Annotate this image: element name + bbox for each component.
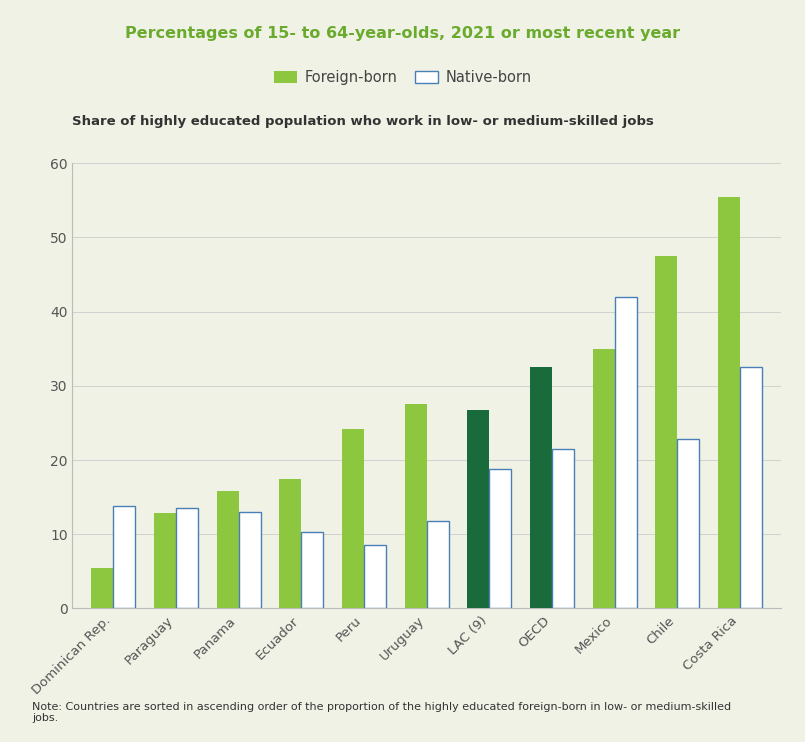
Bar — [238, 512, 261, 608]
Bar — [655, 256, 678, 608]
Bar — [154, 513, 175, 608]
Bar — [364, 545, 386, 608]
Text: Percentages of 15- to 64-year-olds, 2021 or most recent year: Percentages of 15- to 64-year-olds, 2021… — [125, 26, 680, 41]
Bar — [405, 404, 427, 608]
Bar — [592, 349, 615, 608]
Bar — [91, 568, 114, 608]
Bar — [427, 521, 448, 608]
Bar — [468, 410, 489, 608]
Bar — [175, 508, 198, 608]
Bar — [342, 429, 364, 608]
Bar — [489, 469, 511, 608]
Bar — [678, 439, 700, 608]
Bar — [718, 197, 740, 608]
Bar — [217, 491, 238, 608]
Bar — [279, 479, 301, 608]
Text: Note: Countries are sorted in ascending order of the proportion of the highly ed: Note: Countries are sorted in ascending … — [32, 702, 731, 723]
Bar — [114, 506, 135, 608]
Legend: Foreign-born, Native-born: Foreign-born, Native-born — [274, 70, 531, 85]
Bar — [530, 367, 552, 608]
Bar — [615, 297, 637, 608]
Text: Share of highly educated population who work in low- or medium-skilled jobs: Share of highly educated population who … — [72, 115, 654, 128]
Bar — [552, 449, 574, 608]
Bar — [301, 532, 324, 608]
Bar — [740, 367, 762, 608]
